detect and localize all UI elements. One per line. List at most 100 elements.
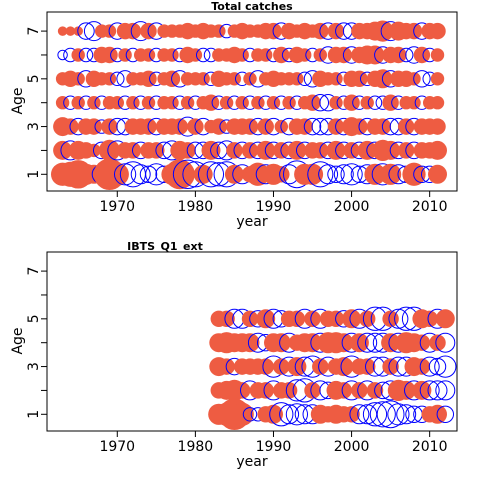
bubble-positive xyxy=(257,358,274,375)
bubble-negative xyxy=(428,357,447,376)
bubble-positive xyxy=(351,70,368,88)
y-tick-label: 3 xyxy=(26,362,42,371)
bubble-positive xyxy=(312,358,329,375)
bubble-positive xyxy=(429,22,446,40)
bubble-positive xyxy=(141,48,156,62)
y-axis-label: Age xyxy=(10,327,26,354)
bubble-positive xyxy=(413,46,431,64)
bubble-negative xyxy=(369,401,396,428)
bubble-positive xyxy=(188,48,203,62)
bubble-negative xyxy=(303,117,322,136)
bubble-negative xyxy=(362,402,388,427)
x-tick-label: 2000 xyxy=(334,439,370,455)
bubble-positive xyxy=(258,48,273,62)
bubble-negative xyxy=(57,49,68,61)
bubble-positive xyxy=(382,310,399,328)
bubble-positive xyxy=(379,163,402,185)
x-axis: 1970 1980 1990 2000 2010 xyxy=(99,190,447,215)
bubble-positive xyxy=(304,382,321,399)
bubble-positive xyxy=(55,95,70,110)
bubble-positive xyxy=(413,358,431,375)
bubble-positive xyxy=(382,358,399,375)
bubble-positive xyxy=(230,402,254,426)
x-tick-label: 1990 xyxy=(256,439,292,455)
y-tick-label: 1 xyxy=(26,410,42,419)
bubble-positive xyxy=(372,20,394,42)
bubble-positive xyxy=(396,380,416,400)
bubble-positive xyxy=(429,334,446,351)
bubble-negative xyxy=(311,93,330,112)
bubble-negative xyxy=(297,71,312,87)
bubble-positive xyxy=(256,309,276,329)
bubble-positive xyxy=(421,310,438,328)
bubble-positive xyxy=(329,95,343,110)
bubble-negative xyxy=(388,308,409,329)
bubble-positive xyxy=(171,118,189,135)
bubble-negative xyxy=(110,71,125,87)
bubble-negative xyxy=(367,95,383,110)
bubble-positive xyxy=(266,95,281,110)
bubble-negative xyxy=(78,47,94,63)
bubble-positive xyxy=(118,48,132,62)
panel-ibts-q1-ext: IBTS_Q1_ext 1970 1980 1990 2000 2010 1 3 5 7 ye… xyxy=(10,240,458,470)
bubble-positive xyxy=(287,357,307,377)
bubble-positive xyxy=(273,46,290,64)
x-tick-label: 1970 xyxy=(99,199,135,215)
x-tick-label: 1980 xyxy=(178,439,214,455)
bubble-positive xyxy=(257,382,274,399)
bubble-negative xyxy=(269,402,294,427)
bubble-negative xyxy=(396,404,417,425)
bubble-positive xyxy=(358,358,376,375)
bubble-positive xyxy=(282,95,296,110)
bubble-negative xyxy=(434,355,457,378)
bubble-positive xyxy=(71,48,85,62)
bubble-positive xyxy=(219,95,234,110)
panel-total-catches: Total catches 1970 1980 1990 2000 2010 1357 … xyxy=(10,0,458,230)
bubble-positive xyxy=(381,333,401,353)
bubble-negative xyxy=(413,70,431,88)
bubble-positive xyxy=(224,164,244,184)
bubble-positive xyxy=(280,382,298,399)
bubble-negative xyxy=(113,163,137,186)
bubble-positive xyxy=(101,46,118,64)
y-tick-label: 7 xyxy=(26,267,42,276)
bubble-positive xyxy=(164,159,195,190)
bubble-positive xyxy=(429,118,446,135)
bubble-positive xyxy=(140,70,157,88)
bubble-positive xyxy=(196,72,210,86)
bubble-negative xyxy=(279,404,300,425)
bubble-positive xyxy=(351,382,368,399)
bubble-positive xyxy=(364,163,386,185)
bubble-positive xyxy=(141,95,156,110)
bubble-positive xyxy=(407,95,421,110)
bubble-negative xyxy=(427,380,448,401)
bubble-positive xyxy=(212,24,226,38)
bubble-positive xyxy=(343,406,360,423)
bubble-positive xyxy=(102,72,117,86)
bubble-positive xyxy=(428,164,447,184)
bubble-positive xyxy=(124,22,142,40)
panel-title: IBTS_Q1_ext xyxy=(127,240,203,253)
y-tick-label: 3 xyxy=(26,122,42,131)
bubble-positive xyxy=(98,139,121,162)
bubble-negative xyxy=(435,380,456,401)
panel-title: Total catches xyxy=(211,0,293,13)
bubble-negative xyxy=(435,332,456,353)
bubble-negative xyxy=(77,22,95,40)
y-tick-label: 5 xyxy=(26,74,42,83)
bubble-negative xyxy=(307,161,334,188)
bubble-negative xyxy=(340,163,363,186)
x-axis-label: year xyxy=(236,214,267,230)
bubble-positive xyxy=(57,26,68,36)
bubble-positive xyxy=(53,140,73,160)
bubble-negative xyxy=(436,405,455,424)
bubble-positive xyxy=(382,94,399,111)
bubble-positive xyxy=(290,72,304,86)
bubble-positive xyxy=(334,333,354,353)
bubble-positive xyxy=(126,95,140,110)
bubble-negative xyxy=(357,404,378,425)
y-tick-label: 5 xyxy=(26,314,42,323)
bubble-negative xyxy=(197,161,225,188)
bubble-negative xyxy=(419,356,440,377)
bubble-positive xyxy=(288,310,306,328)
